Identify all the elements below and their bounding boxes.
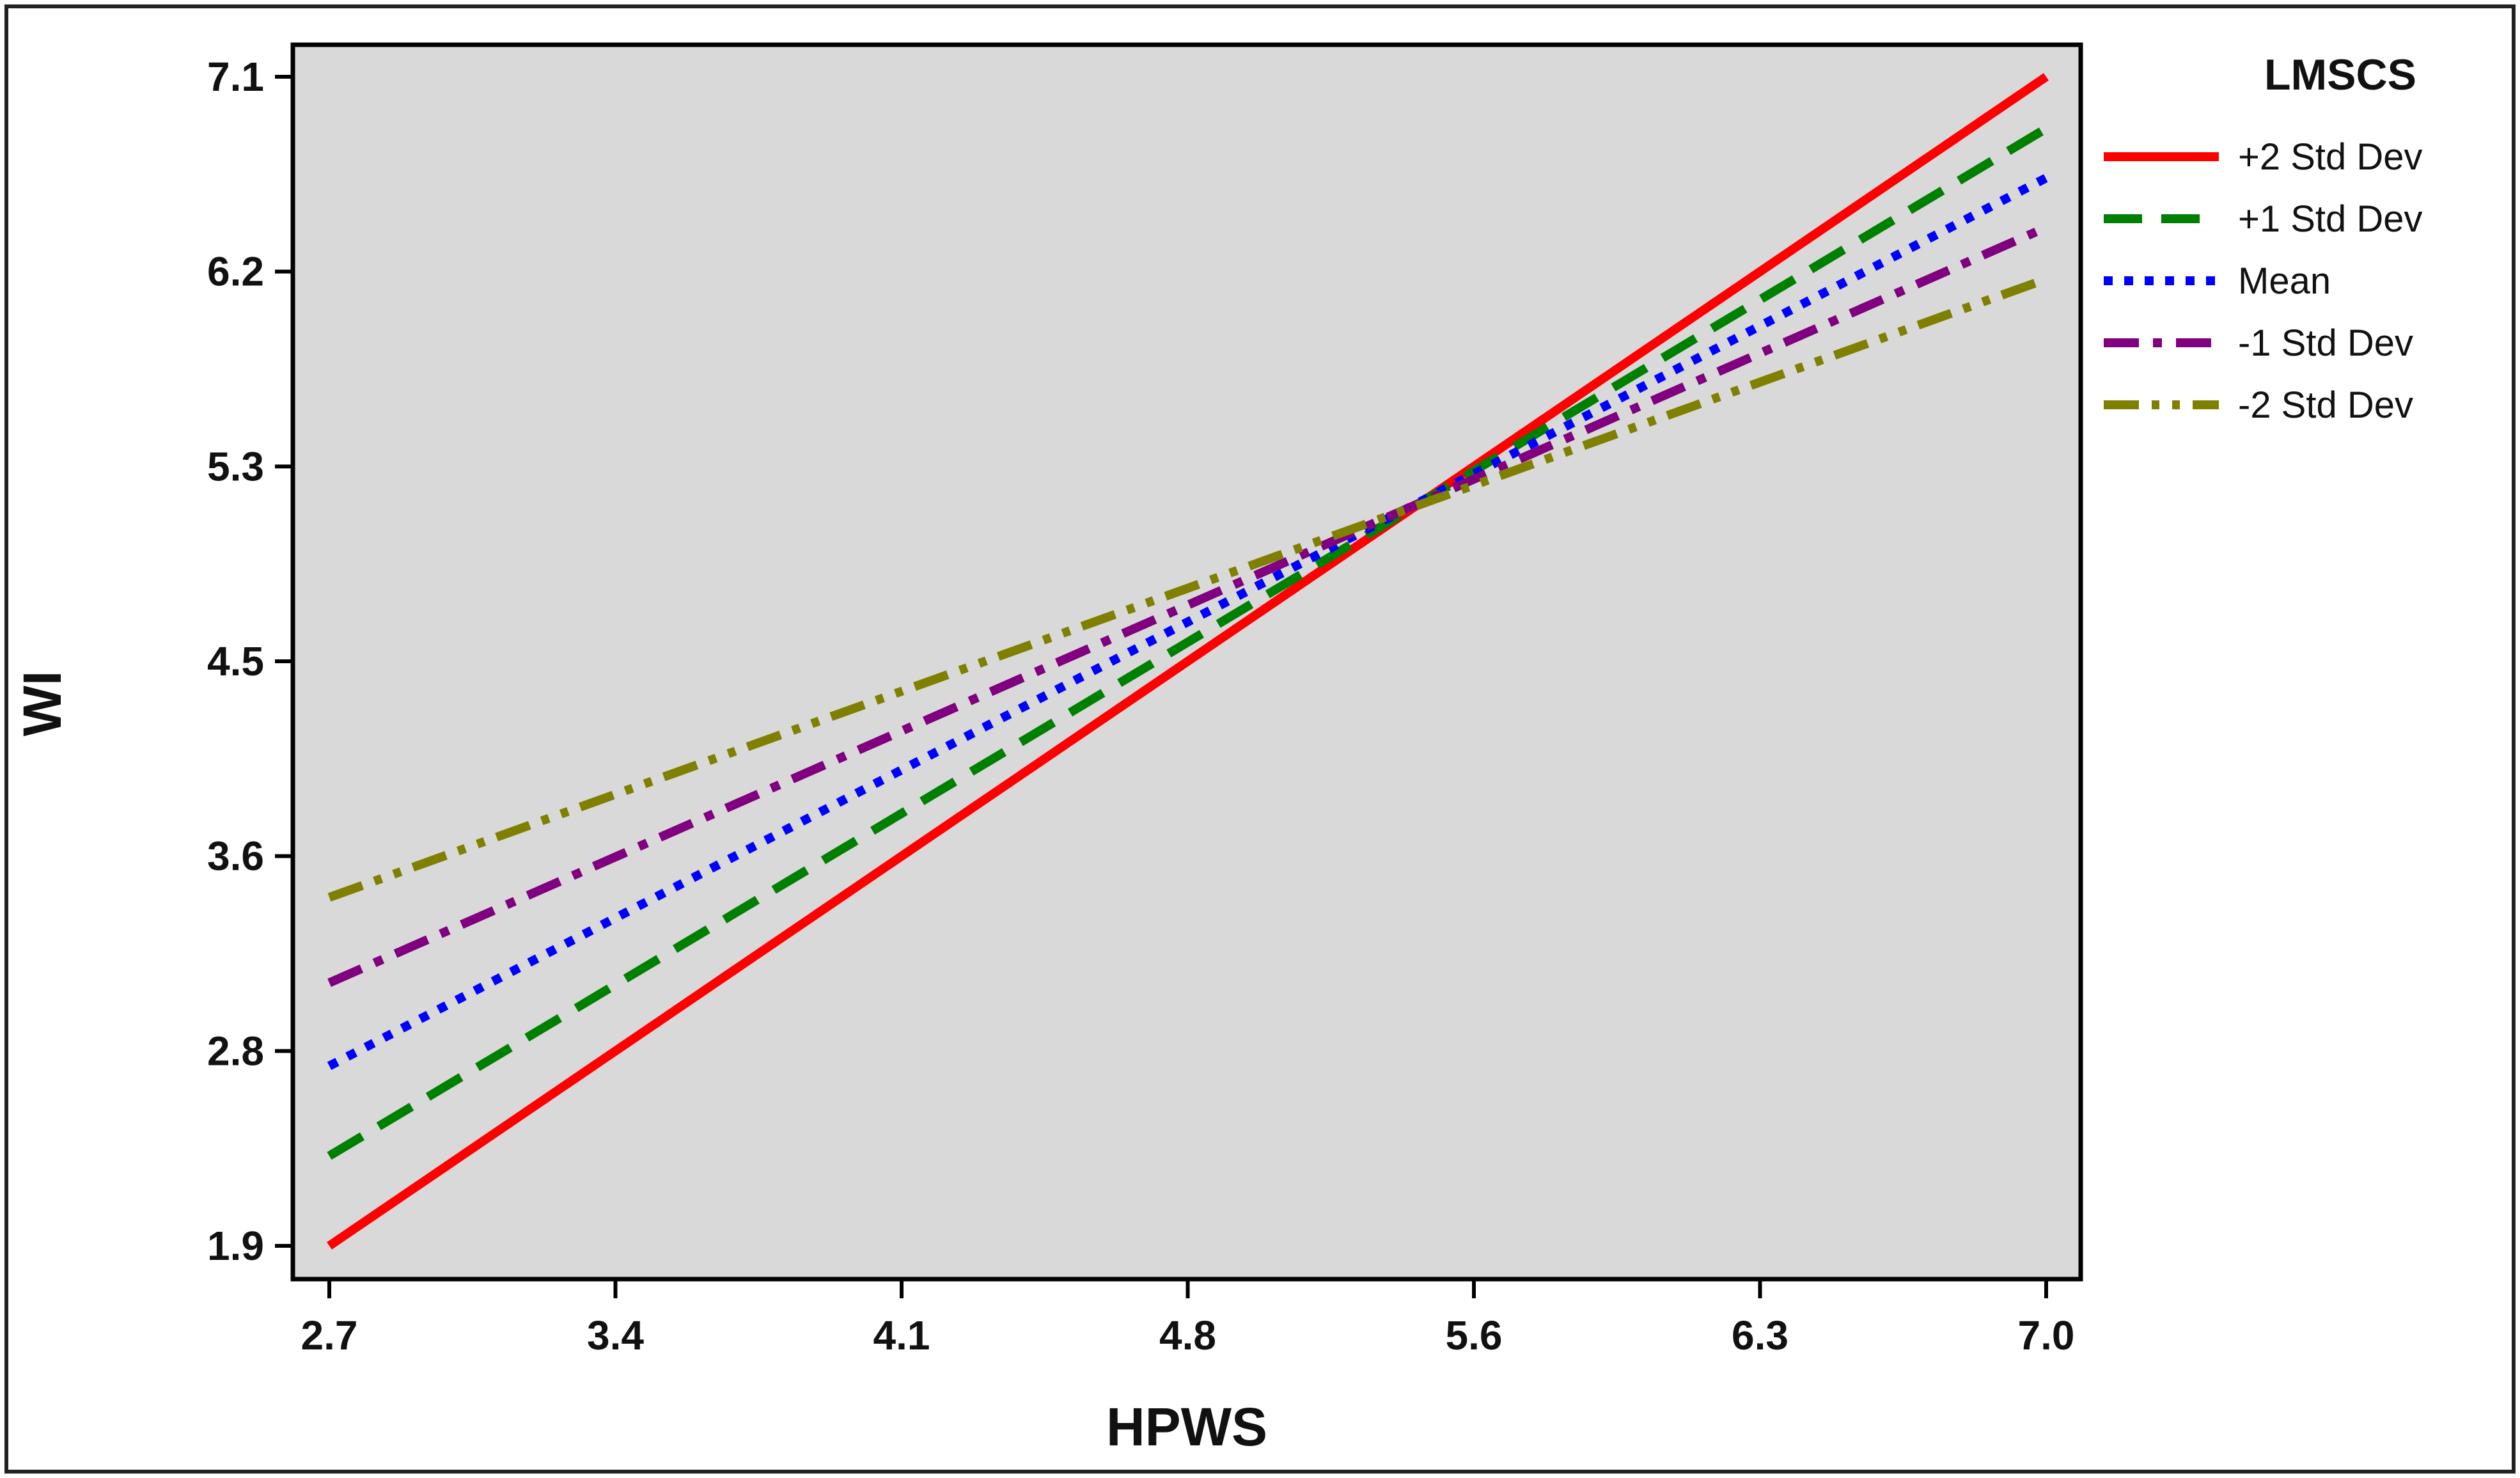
y-tick-label: 4.5 xyxy=(207,638,264,684)
x-axis-title: HPWS xyxy=(1106,1397,1267,1457)
x-tick-label: 4.8 xyxy=(1159,1312,1216,1358)
legend-label: +1 Std Dev xyxy=(2238,198,2423,240)
y-tick-label: 1.9 xyxy=(207,1223,264,1269)
x-tick-label: 6.3 xyxy=(1732,1312,1788,1358)
legend-label: Mean xyxy=(2238,260,2331,302)
legend-title: LMSCS xyxy=(2264,51,2416,99)
series-line xyxy=(327,73,2049,1250)
series-line xyxy=(327,124,2049,1160)
series-line xyxy=(327,223,2048,987)
y-tick-label: 3.6 xyxy=(207,833,264,879)
x-tick-label: 3.4 xyxy=(587,1312,644,1358)
legend: +2 Std Dev +1 Std Dev Mean -1 Std Dev -2 Std… xyxy=(2104,136,2423,426)
y-tick-label: 2.8 xyxy=(207,1028,264,1074)
y-tick-label: 5.3 xyxy=(207,443,264,489)
series-lines xyxy=(327,73,2049,1250)
series-line xyxy=(327,173,2049,1070)
y-tick-label: 6.2 xyxy=(207,249,264,295)
x-tick-label: 5.6 xyxy=(1446,1312,1503,1358)
legend-label: -2 Std Dev xyxy=(2238,384,2413,426)
x-tick-label: 7.0 xyxy=(2018,1312,2075,1358)
y-axis-ticks: 1.9 2.8 3.6 4.5 5.3 6.2 7.1 xyxy=(207,54,293,1269)
x-tick-label: 4.1 xyxy=(873,1312,930,1358)
y-axis-title: WI xyxy=(12,671,72,737)
x-tick-label: 2.7 xyxy=(301,1312,358,1358)
legend-label: +2 Std Dev xyxy=(2238,136,2423,178)
y-tick-label: 7.1 xyxy=(207,54,264,100)
x-axis-ticks: 2.7 3.4 4.1 4.8 5.6 6.3 7.0 xyxy=(301,1279,2075,1358)
legend-label: -1 Std Dev xyxy=(2238,322,2413,364)
series-line xyxy=(327,274,2048,902)
